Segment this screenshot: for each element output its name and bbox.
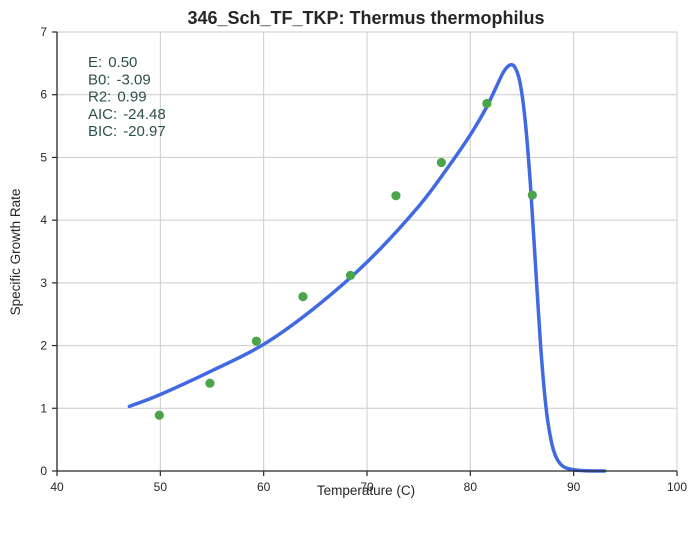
- data-point: [298, 292, 308, 302]
- chart-title: 346_Sch_TF_TKP: Thermus thermophilus: [187, 8, 544, 28]
- x-tick-label: 90: [567, 480, 581, 494]
- x-axis-label: Temperature (C): [317, 483, 415, 498]
- stat-value: -3.09: [117, 71, 151, 88]
- y-tick-label: 6: [40, 88, 47, 102]
- stat-line: B0: -3.09: [88, 71, 151, 88]
- data-point: [482, 98, 492, 109]
- stat-value: -24.48: [123, 106, 166, 123]
- y-tick-label: 2: [40, 339, 47, 353]
- data-point: [391, 191, 401, 201]
- x-tick-label: 100: [667, 480, 687, 494]
- y-tick-label: 3: [40, 276, 47, 290]
- stat-value: -20.97: [123, 123, 166, 140]
- stat-label: R2:: [88, 89, 111, 106]
- stat-label: AIC:: [88, 106, 117, 123]
- stat-value: 0.50: [108, 54, 137, 71]
- y-tick-label: 4: [40, 213, 47, 227]
- y-tick-label: 5: [40, 150, 47, 164]
- y-axis-label: Specific Growth Rate: [8, 189, 23, 316]
- data-point: [154, 410, 164, 420]
- data-point: [527, 190, 537, 200]
- x-tick-label: 40: [50, 480, 64, 494]
- data-point: [436, 157, 446, 168]
- stat-line: BIC: -20.97: [88, 123, 166, 140]
- stat-label: B0:: [88, 71, 111, 88]
- stat-label: E:: [88, 54, 102, 71]
- stat-line: AIC: -24.48: [88, 106, 166, 123]
- tick-labels: 40 50 60 70 80 90 100 0 1 2 3 4 5 6 7: [40, 25, 687, 494]
- y-tick-label: 0: [40, 464, 47, 478]
- fit-curve: [127, 62, 607, 473]
- stat-value: 0.99: [117, 89, 146, 106]
- x-tick-label: 60: [257, 480, 271, 494]
- fit-curve-layer: [127, 62, 607, 473]
- stat-line: E: 0.50: [88, 54, 137, 71]
- y-tick-label: 7: [40, 25, 47, 39]
- x-tick-label: 50: [154, 480, 168, 494]
- grid-lines: [56, 31, 678, 472]
- data-point: [251, 336, 262, 346]
- data-points-layer: [154, 98, 537, 420]
- stat-label: BIC:: [88, 123, 117, 140]
- data-point: [345, 270, 356, 280]
- stat-line: R2: 0.99: [88, 89, 147, 106]
- data-point: [205, 378, 215, 388]
- y-tick-label: 1: [40, 401, 47, 415]
- x-tick-label: 80: [464, 480, 478, 494]
- x-tick-label: 70: [360, 480, 374, 494]
